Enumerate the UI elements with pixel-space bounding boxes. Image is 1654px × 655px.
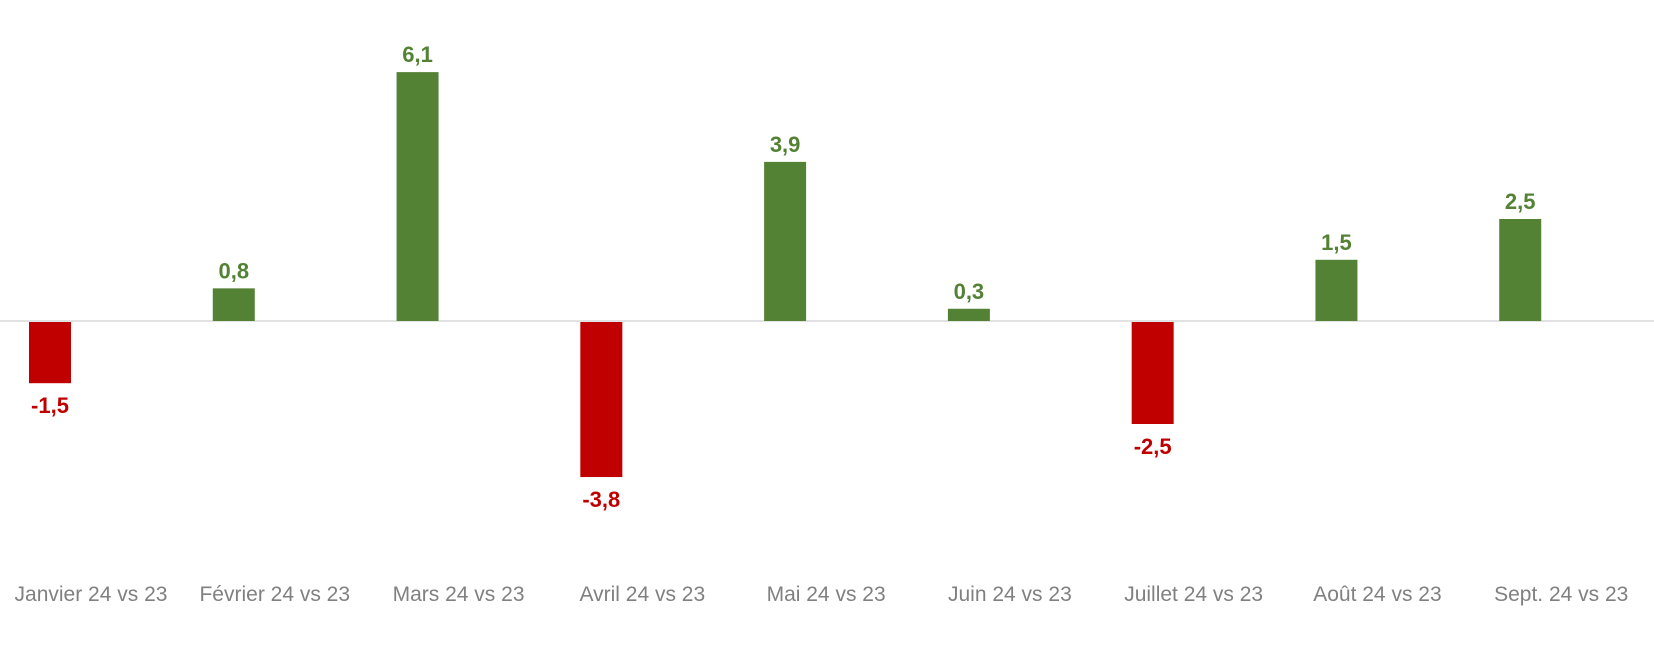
value-label-4: -3,8 — [582, 487, 620, 512]
category-label-4: Avril 24 vs 23 — [579, 583, 705, 606]
bar-7 — [1131, 322, 1174, 424]
category-label-5: Mai 24 vs 23 — [767, 583, 886, 606]
value-label-5: 3,9 — [770, 132, 801, 157]
category-label-2: Février 24 vs 23 — [199, 583, 350, 606]
value-label-3: 6,1 — [402, 42, 433, 67]
value-label-6: 0,3 — [954, 279, 985, 304]
value-label-7: -2,5 — [1134, 434, 1172, 459]
category-label-3: Mars 24 vs 23 — [393, 583, 525, 606]
category-label-6: Juin 24 vs 23 — [948, 583, 1072, 606]
bar-1 — [29, 322, 71, 384]
value-label-9: 2,5 — [1505, 189, 1536, 214]
bar-3 — [396, 72, 439, 322]
bar-5 — [764, 161, 807, 321]
value-labels-group: -1,5 0,8 6,1 -3,8 3,9 0,3 -2,5 1,5 2,5 — [31, 42, 1535, 512]
bars-group — [29, 72, 1542, 478]
bar-9 — [1499, 219, 1542, 321]
category-label-8: Août 24 vs 23 — [1313, 583, 1441, 606]
bar-4 — [580, 322, 623, 478]
category-labels-group: Janvier 24 vs 23 Février 24 vs 23 Mars 24 … — [15, 583, 1629, 606]
value-label-1: -1,5 — [31, 393, 69, 418]
category-label-9: Sept. 24 vs 23 — [1494, 583, 1628, 606]
value-label-8: 1,5 — [1321, 230, 1352, 255]
value-label-2: 0,8 — [218, 258, 249, 283]
bar-2 — [212, 288, 255, 321]
category-label-1: Janvier 24 vs 23 — [15, 583, 168, 606]
bar-6 — [947, 308, 990, 321]
category-label-7: Juillet 24 vs 23 — [1124, 583, 1263, 606]
bar-8 — [1315, 259, 1358, 321]
